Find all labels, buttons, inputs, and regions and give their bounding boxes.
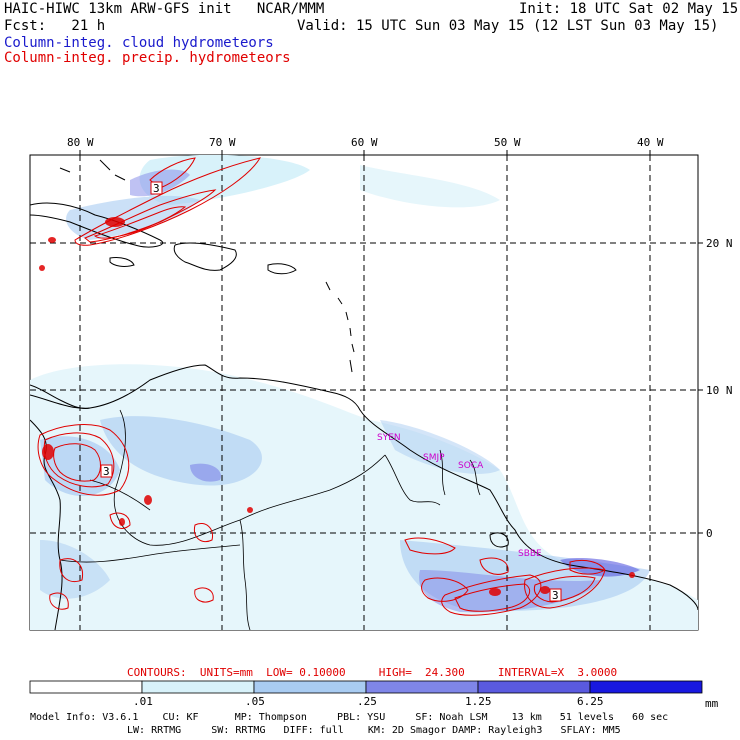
colorbar-tick: .01	[133, 695, 153, 708]
precip-contours	[37, 157, 606, 616]
contour-value-labels: 3 3 3	[100, 181, 562, 602]
colorbar-bin	[477, 680, 591, 694]
lat-ticks	[698, 242, 703, 534]
contours-interval: INTERVAL=X 3.0000	[497, 666, 618, 679]
lat-label-10n: 10 N	[706, 384, 733, 397]
lat-lon-grid	[30, 155, 698, 630]
station-smjp: SMJP	[423, 453, 445, 463]
colorbar-bin	[365, 680, 479, 694]
colorbar	[29, 680, 703, 694]
contours-units: UNITS=mm	[199, 666, 253, 679]
field-precip-label: Column-integ. precip. hydrometeors	[4, 50, 291, 66]
lat-label-20n: 20 N	[706, 237, 733, 250]
valid-time: Valid: 15 UTC Sun 03 May 15 (12 LST Sun …	[297, 18, 719, 34]
country-borders	[59, 409, 481, 630]
colorbar-bin	[29, 680, 143, 694]
coastlines	[30, 159, 698, 630]
contour-label: 3	[153, 182, 160, 195]
field-cloud-label: Column-integ. cloud hydrometeors	[4, 35, 274, 51]
contours-high: HIGH= 24.300	[378, 666, 465, 679]
colorbar-tick: .05	[245, 695, 265, 708]
colorbar-tick: .25	[357, 695, 377, 708]
lon-ticks	[79, 150, 651, 155]
contours-low: LOW= 0.10000	[266, 666, 346, 679]
map-title: HAIC-HIWC 13km ARW-GFS init NCAR/MMM	[4, 1, 325, 17]
lon-label-40w: 40 W	[637, 136, 664, 149]
contours-label: CONTOURS:	[127, 666, 187, 679]
colorbar-bin	[253, 680, 367, 694]
colorbar-tick: 6.25	[577, 695, 604, 708]
contour-info: CONTOURS: UNITS=mm LOW= 0.10000 HIGH= 24…	[127, 667, 617, 679]
contour-label: 3	[103, 465, 110, 478]
station-sbbe: SBBE	[518, 549, 542, 559]
forecast-hour: Fcst: 21 h	[4, 18, 106, 34]
model-info-line1: Model Info: V3.6.1 CU: KF MP: Thompson P…	[30, 712, 669, 723]
colorbar-bin	[141, 680, 255, 694]
station-syen: SYEN	[377, 433, 401, 443]
colorbar-tick: 1.25	[465, 695, 492, 708]
lat-label-0: 0	[706, 527, 713, 540]
lon-label-70w: 70 W	[209, 136, 236, 149]
station-soca: SOCA	[458, 461, 484, 471]
contour-label: 3	[552, 589, 559, 602]
lon-label-50w: 50 W	[494, 136, 521, 149]
colorbar-bin	[589, 680, 703, 694]
model-info-line2: LW: RRTMG SW: RRTMG DIFF: full KM: 2D Sm…	[127, 725, 621, 736]
precip-cores	[39, 217, 635, 596]
lon-label-80w: 80 W	[67, 136, 94, 149]
lon-label-60w: 60 W	[351, 136, 378, 149]
colorbar-unit: mm	[705, 697, 719, 710]
init-time: Init: 18 UTC Sat 02 May 15	[519, 1, 739, 17]
station-labels: SYEN SMJP SOCA SBBE	[377, 433, 542, 559]
